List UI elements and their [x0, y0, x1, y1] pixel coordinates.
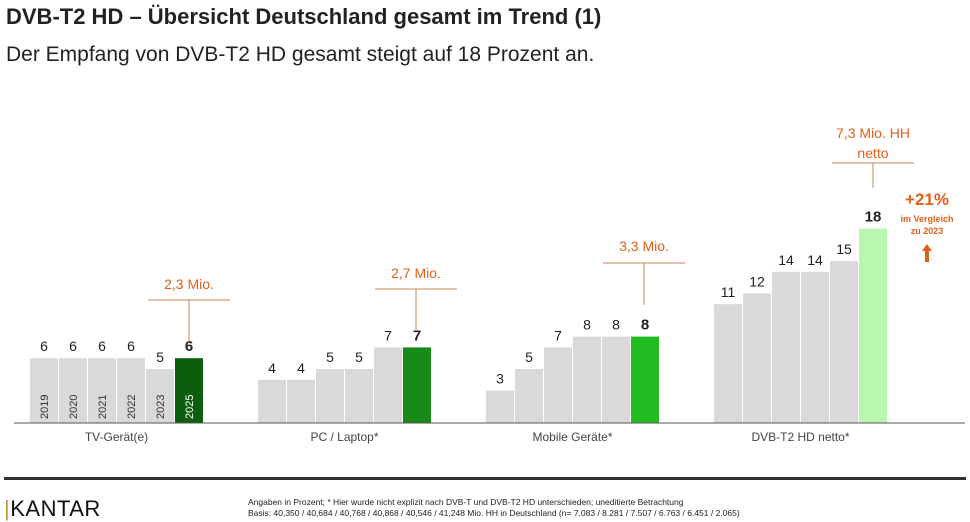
- data-label: 6: [40, 338, 48, 354]
- year-label: 2022: [126, 395, 138, 419]
- footnote-basis: Basis: 40,350 / 40,684 / 40,768 / 40,868…: [248, 508, 740, 518]
- bar: [59, 358, 87, 423]
- data-label: 6: [98, 338, 106, 354]
- data-label: 8: [583, 317, 591, 333]
- category-label: DVB-T2 HD netto*: [751, 430, 849, 444]
- category-label: PC / Laptop*: [310, 430, 378, 444]
- kantar-logo: |KANTAR: [4, 496, 101, 521]
- bar: [88, 358, 116, 423]
- data-label: 14: [807, 252, 823, 268]
- bar: [859, 228, 887, 423]
- data-label: 7: [413, 327, 421, 344]
- data-label: 15: [836, 241, 852, 257]
- category-label: TV-Gerät(e): [85, 430, 148, 444]
- bar: [486, 390, 514, 423]
- arrow-up-icon: [922, 244, 932, 262]
- annotation-label: 3,3 Mio.: [619, 238, 669, 254]
- page-title: DVB-T2 HD – Übersicht Deutschland gesamt…: [6, 4, 602, 29]
- callout-text: zu 2023: [911, 226, 944, 236]
- callout-text: im Vergleich: [900, 214, 953, 224]
- bar: [573, 336, 601, 423]
- divider: [4, 477, 966, 480]
- data-label: 6: [127, 338, 135, 354]
- data-label: 7: [384, 327, 392, 343]
- year-label: 2025: [184, 395, 196, 419]
- data-label: 18: [865, 209, 882, 226]
- data-label: 14: [778, 252, 794, 268]
- bar: [30, 358, 58, 423]
- bar-chart: 6 2019 6 2020 6 2021 6 2022 5 2023 6 2025 TV-Gerät(e…: [14, 125, 965, 444]
- bar: [830, 261, 858, 423]
- data-label: 4: [268, 360, 276, 376]
- bar: [631, 336, 659, 423]
- annotation-label: 2,3 Mio.: [164, 276, 214, 292]
- bar: [403, 347, 431, 423]
- data-label: 5: [525, 349, 533, 365]
- data-label: 8: [641, 317, 649, 334]
- bar: [374, 347, 402, 423]
- annotation-label: netto: [857, 145, 888, 161]
- data-label: 5: [355, 349, 363, 365]
- bar: [175, 358, 203, 423]
- bar: [316, 369, 344, 423]
- data-label: 4: [297, 360, 305, 376]
- data-label: 3: [496, 371, 504, 387]
- bar: [117, 358, 145, 423]
- data-label: 5: [156, 349, 164, 365]
- data-label: 12: [749, 273, 765, 289]
- data-label: 8: [612, 317, 620, 333]
- footnote: Angaben in Prozent; * Hier wurde nicht e…: [248, 497, 684, 507]
- bar: [287, 379, 315, 423]
- bar: [602, 336, 630, 423]
- annotation-label: 7,3 Mio. HH: [836, 125, 910, 141]
- page-subtitle: Der Empfang von DVB-T2 HD gesamt steigt …: [6, 43, 595, 66]
- bar: [801, 271, 829, 423]
- year-label: 2023: [155, 395, 167, 419]
- bar: [772, 271, 800, 423]
- data-label: 6: [69, 338, 77, 354]
- data-label: 5: [326, 349, 334, 365]
- bar: [714, 304, 742, 423]
- year-label: 2019: [39, 395, 51, 419]
- bar: [345, 369, 373, 423]
- bar: [544, 347, 572, 423]
- data-label: 7: [554, 327, 562, 343]
- annotation-label: 2,7 Mio.: [391, 265, 441, 281]
- year-label: 2021: [97, 395, 109, 419]
- year-label: 2020: [68, 395, 80, 419]
- bar: [258, 379, 286, 423]
- bar: [515, 369, 543, 423]
- bar: [146, 369, 174, 423]
- data-label: 6: [185, 338, 193, 355]
- data-label: 11: [721, 284, 736, 300]
- category-label: Mobile Geräte*: [532, 430, 612, 444]
- callout-value: +21%: [905, 190, 949, 209]
- bar: [743, 293, 771, 423]
